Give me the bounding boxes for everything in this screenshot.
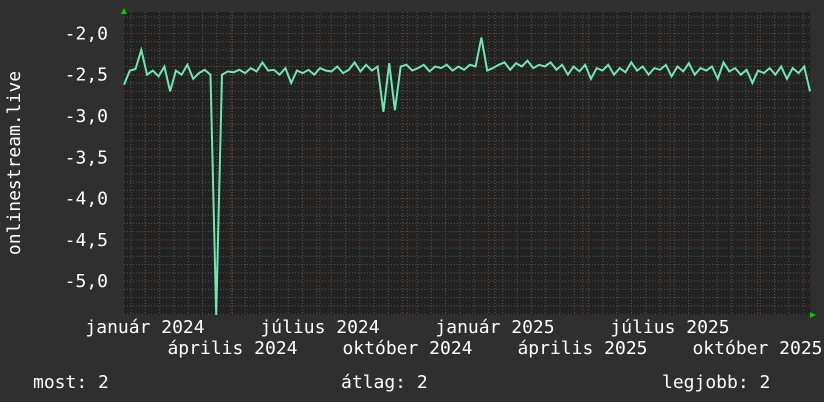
- x-tick-label: április 2024: [167, 338, 297, 359]
- x-tick-label: január 2024: [85, 317, 204, 338]
- x-tick-label: április 2025: [517, 338, 647, 359]
- series-line: [123, 37, 811, 316]
- y-tick-label: -2,0: [65, 23, 108, 44]
- y-tick-label: -5,0: [65, 271, 108, 292]
- x-tick-label: október 2024: [342, 338, 472, 359]
- x-axis-arrow-icon: [810, 312, 816, 318]
- y-ticks: -2,0 -2,5 -3,0 -3,5 -4,0 -4,5 -5,0: [65, 23, 810, 292]
- y-tick-label: -3,0: [65, 106, 108, 127]
- y-tick-label: -3,5: [65, 147, 108, 168]
- legend-current: most: 2: [33, 372, 109, 393]
- x-tick-label: július 2024: [260, 317, 379, 338]
- y-tick-label: -4,5: [65, 230, 108, 251]
- legend-max: legjobb: 2: [662, 372, 771, 393]
- legend-average: átlag: 2: [341, 372, 428, 393]
- y-tick-label: -4,0: [65, 189, 108, 210]
- x-tick-label: október 2025: [692, 338, 822, 359]
- x-tick-label: január 2025: [435, 317, 554, 338]
- y-axis-label: onlinestream.live: [4, 71, 25, 255]
- y-tick-label: -2,5: [65, 65, 108, 86]
- x-tick-label: július 2025: [610, 317, 729, 338]
- y-axis-arrow-icon: [121, 8, 127, 14]
- plot-area: [124, 12, 810, 315]
